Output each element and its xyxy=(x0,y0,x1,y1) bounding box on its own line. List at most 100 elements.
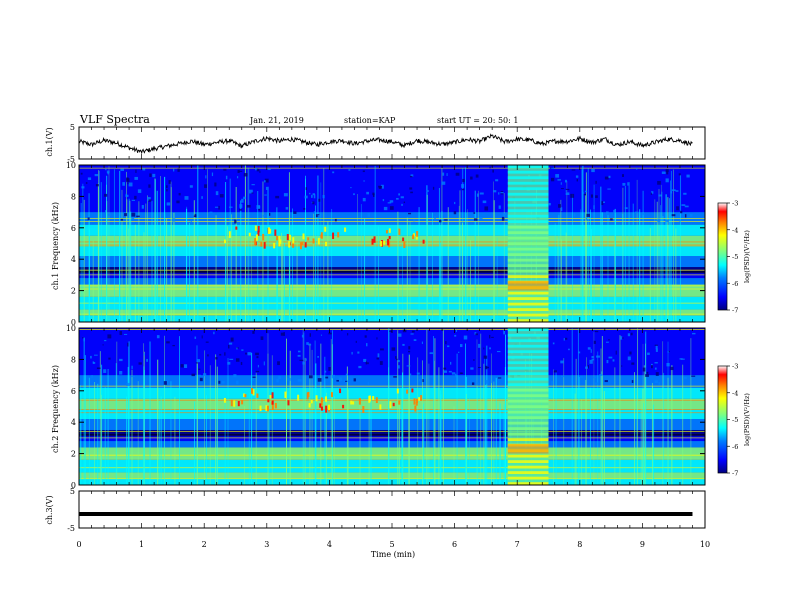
colorbar xyxy=(717,365,728,474)
noise-speck xyxy=(485,365,488,370)
emission-speck xyxy=(287,400,290,406)
emission-speck xyxy=(332,232,335,240)
noise-speck xyxy=(172,168,175,172)
noise-speck xyxy=(692,332,696,335)
noise-speck xyxy=(219,194,224,198)
noise-speck xyxy=(683,192,687,195)
noise-speck xyxy=(252,330,255,334)
noise-speck xyxy=(654,380,658,383)
noise-speck xyxy=(479,192,484,195)
noise-speck xyxy=(422,379,424,383)
noise-speck xyxy=(345,380,347,382)
emission-speck xyxy=(252,389,255,396)
noise-speck xyxy=(418,378,421,382)
frequency-band xyxy=(79,309,705,316)
burst-band xyxy=(507,319,549,322)
noise-speck xyxy=(317,355,319,358)
burst-band xyxy=(507,209,549,213)
noise-speck xyxy=(197,374,201,377)
noise-speck xyxy=(317,215,320,219)
emission-speck xyxy=(307,237,310,241)
emission-speck xyxy=(241,400,244,405)
noise-speck xyxy=(595,195,598,198)
x-axis-label: Time (min) xyxy=(371,550,415,559)
emission-speck xyxy=(403,241,406,248)
burst-band xyxy=(507,421,549,425)
noise-speck xyxy=(461,184,465,188)
noise-speck xyxy=(476,382,479,384)
noise-speck xyxy=(393,376,397,378)
noise-speck xyxy=(629,351,632,355)
noise-speck xyxy=(408,346,411,350)
emission-speck xyxy=(223,397,226,403)
noise-speck xyxy=(148,199,152,202)
ch1-spectrogram-ylabel: ch.1 Frequency (kHz) xyxy=(51,202,60,290)
x-tick-label: 5 xyxy=(389,540,394,549)
noise-speck xyxy=(378,186,382,189)
emission-speck xyxy=(276,235,279,241)
noise-speck xyxy=(434,215,436,220)
noise-speck xyxy=(334,218,337,222)
burst-band xyxy=(507,405,549,409)
noise-speck xyxy=(453,211,457,215)
emission-speck xyxy=(284,391,287,399)
noise-speck xyxy=(198,368,201,370)
noise-speck xyxy=(576,179,578,182)
noise-speck xyxy=(201,335,203,339)
noise-speck xyxy=(657,180,661,185)
colorbar-tick-label: -7 xyxy=(732,470,738,478)
emission-speck xyxy=(416,231,419,237)
noise-speck xyxy=(504,213,506,218)
y-tick-label: 5 xyxy=(70,487,75,496)
noise-speck xyxy=(103,369,107,373)
burst-band xyxy=(507,482,549,485)
noise-speck xyxy=(627,333,630,337)
noise-speck xyxy=(377,353,380,358)
noise-speck xyxy=(591,168,595,173)
emission-speck xyxy=(262,233,265,241)
noise-speck xyxy=(489,347,491,350)
noise-speck xyxy=(90,355,92,359)
noise-speck xyxy=(500,192,504,194)
noise-speck xyxy=(141,205,144,209)
noise-speck xyxy=(376,357,380,360)
noise-speck xyxy=(336,379,339,382)
noise-speck xyxy=(227,361,231,365)
noise-speck xyxy=(205,175,207,179)
noise-speck xyxy=(313,211,316,213)
burst-band xyxy=(507,383,549,387)
noise-speck xyxy=(548,202,551,206)
emission-speck xyxy=(389,401,392,409)
noise-speck xyxy=(622,337,624,339)
emission-speck xyxy=(257,230,260,236)
burst-band xyxy=(507,181,549,185)
noise-speck xyxy=(586,213,591,217)
noise-speck xyxy=(498,192,500,195)
noise-speck xyxy=(686,174,690,178)
noise-speck xyxy=(91,375,93,378)
emission-speck xyxy=(396,388,399,394)
emission-speck xyxy=(254,225,257,231)
noise-speck xyxy=(489,334,491,339)
noise-speck xyxy=(215,191,219,196)
burst-band xyxy=(507,242,549,246)
noise-speck xyxy=(172,218,176,222)
emission-speck xyxy=(406,389,409,394)
emission-speck xyxy=(310,400,313,404)
noise-speck xyxy=(104,193,108,197)
noise-speck xyxy=(565,188,570,191)
emission-speck xyxy=(228,231,231,238)
noise-speck xyxy=(447,345,450,348)
emission-speck xyxy=(251,387,254,394)
noise-speck xyxy=(624,207,628,210)
noise-speck xyxy=(593,205,595,210)
burst-band xyxy=(507,394,549,398)
noise-speck xyxy=(560,188,564,190)
emission-speck xyxy=(388,236,391,240)
frequency-band xyxy=(79,273,705,279)
emission-speck xyxy=(371,238,374,245)
burst-band xyxy=(507,339,549,343)
colorbar-tick-label: -3 xyxy=(732,200,738,208)
noise-speck xyxy=(236,347,238,350)
noise-speck xyxy=(218,380,221,384)
